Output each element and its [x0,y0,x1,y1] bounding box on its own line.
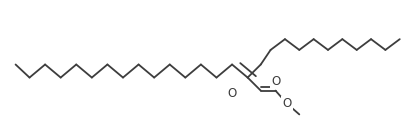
Text: O: O [282,97,291,110]
Text: O: O [270,75,279,88]
Text: O: O [227,87,236,100]
